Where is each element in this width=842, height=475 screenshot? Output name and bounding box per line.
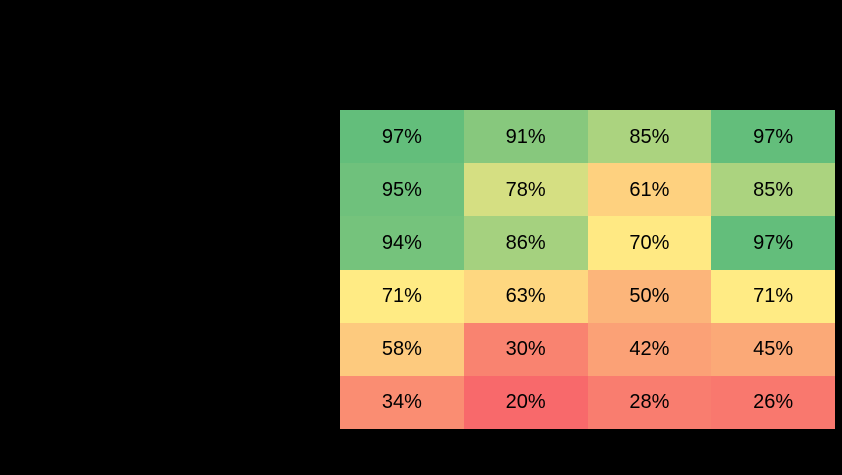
heatmap-cell-value: 26% [753,391,794,414]
heatmap-cell-value: 71% [753,285,794,308]
heatmap-cell-value: 70% [629,231,670,254]
heatmap-cell: 30% [463,322,588,376]
heatmap-cell: 61% [587,163,712,217]
heatmap-cell-value: 63% [505,285,546,308]
heatmap-cell-value: 30% [505,338,546,361]
heatmap-cell-value: 97% [753,125,794,148]
heatmap-cell: 91% [463,110,588,164]
heatmap-cell: 97% [711,110,835,164]
heatmap-cell: 50% [587,269,712,323]
heatmap-cell-value: 97% [381,125,422,148]
heatmap-cell-value: 71% [381,285,422,308]
heatmap-cell: 26% [711,375,835,429]
heatmap-cell: 78% [463,163,588,217]
heatmap-cell: 42% [587,322,712,376]
heatmap-cell-value: 78% [505,178,546,201]
heatmap-cell-value: 34% [381,391,422,414]
heatmap-cell: 97% [340,110,464,164]
heatmap-cell-value: 45% [753,338,794,361]
heatmap-cell: 86% [463,216,588,270]
heatmap-cell: 71% [711,269,835,323]
heatmap-cell: 85% [711,163,835,217]
heatmap-cell-value: 91% [505,125,546,148]
heatmap-cell-value: 85% [753,178,794,201]
heatmap-cell-value: 42% [629,338,670,361]
heatmap-cell-value: 61% [629,178,670,201]
heatmap-cell: 97% [711,216,835,270]
heatmap-cell: 34% [340,375,464,429]
heatmap-cell: 58% [340,322,464,376]
heatmap-cell-value: 20% [505,391,546,414]
heatmap-cell-value: 95% [381,178,422,201]
heatmap-cell: 85% [587,110,712,164]
heatmap-cell-value: 86% [505,231,546,254]
heatmap-cell: 95% [340,163,464,217]
heatmap-cell: 45% [711,322,835,376]
heatmap-cell-value: 50% [629,285,670,308]
heatmap-cell: 71% [340,269,464,323]
heatmap-cell-value: 58% [381,338,422,361]
heatmap-cell: 70% [587,216,712,270]
heatmap-cell: 28% [587,375,712,429]
heatmap-cell-value: 85% [629,125,670,148]
heatmap-cell: 94% [340,216,464,270]
heatmap-cell-value: 97% [753,231,794,254]
heatmap: 97% 91% 85% 97% 95% 78% 61% 85% 94% 86% 70% 97% 71% 6… [340,110,835,429]
heatmap-cell-value: 28% [629,391,670,414]
heatmap-cell: 20% [463,375,588,429]
heatmap-cell-value: 94% [381,231,422,254]
heatmap-cell: 63% [463,269,588,323]
